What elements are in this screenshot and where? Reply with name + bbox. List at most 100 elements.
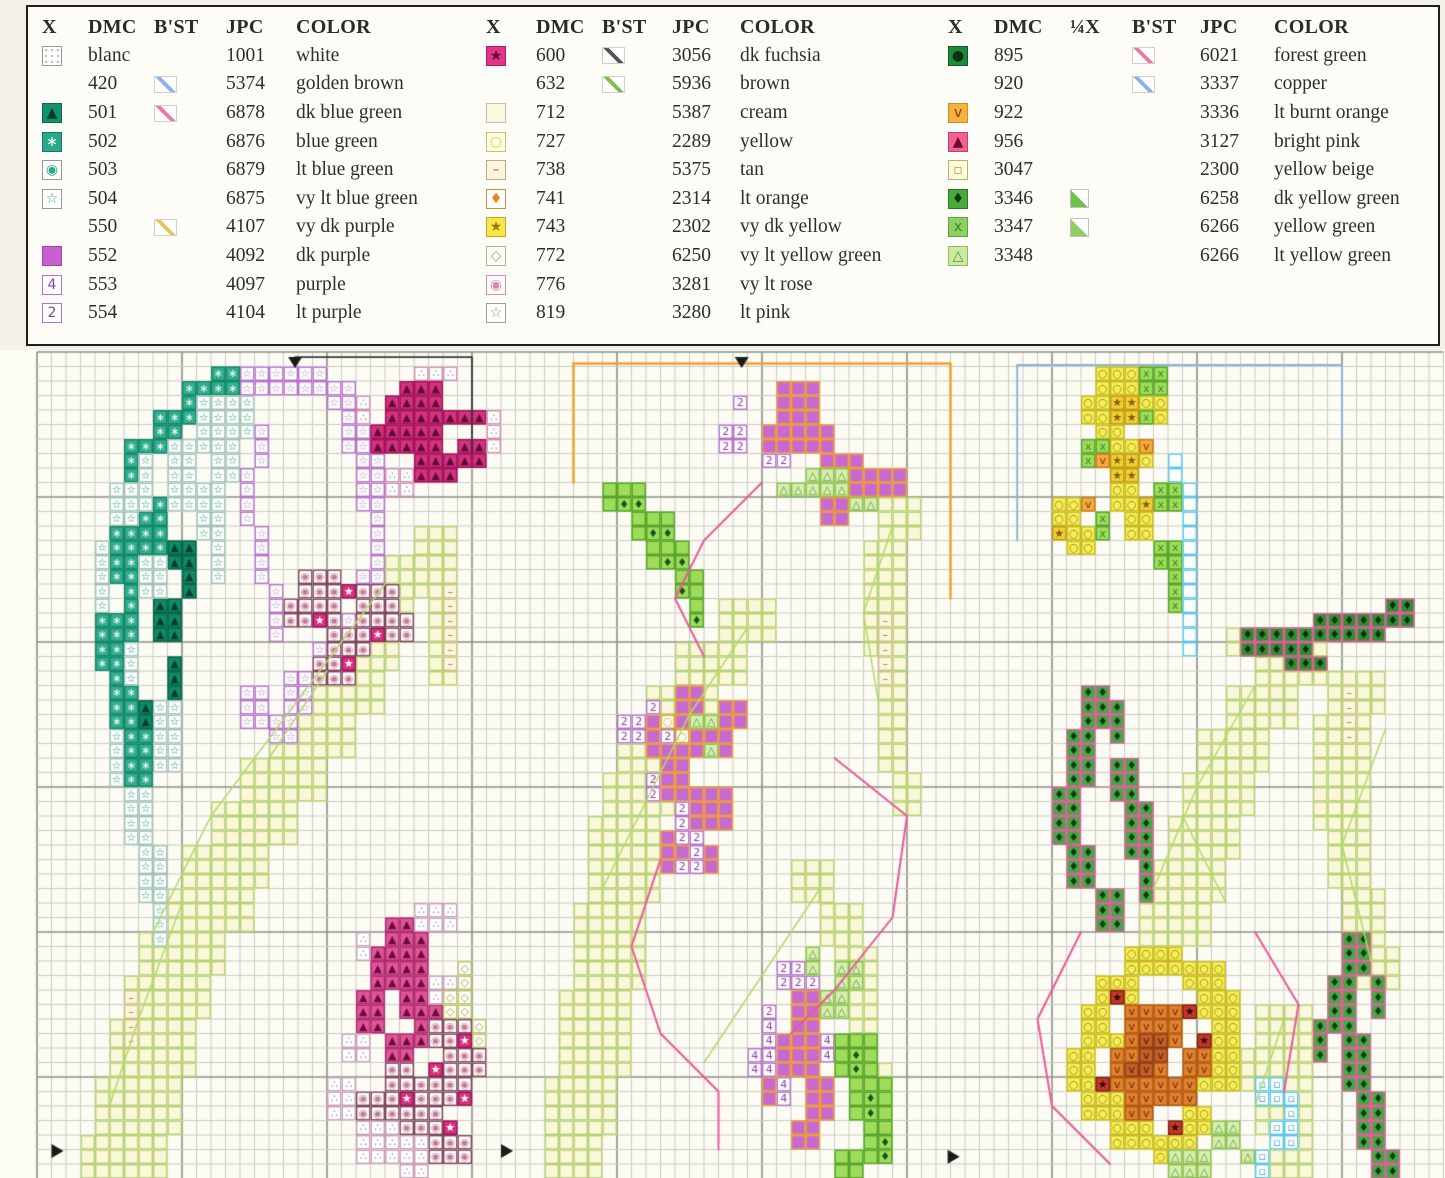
legend-dmc-number: 3047 — [994, 159, 1033, 181]
key-column-header: JPC — [1200, 15, 1238, 38]
key-column-header: JPC — [226, 15, 264, 38]
legend-color-name: purple — [296, 273, 346, 295]
key-column-header: B'ST — [602, 15, 647, 38]
legend-jpc-number: 4104 — [226, 302, 265, 324]
key-column-header: DMC — [536, 15, 585, 38]
legend-dmc-number: 712 — [536, 102, 566, 124]
key-group-3: X DMC ¼X B'ST JPC COLOR ● 895 6021 forest green 92… — [948, 13, 1436, 270]
legend-jpc-number: 3056 — [672, 44, 711, 66]
legend-color-name: lt pink — [740, 302, 791, 324]
legend-jpc-number: 5387 — [672, 102, 711, 124]
legend-jpc-number: 4097 — [226, 273, 265, 295]
legend-dmc-number: 727 — [536, 130, 566, 152]
stitch-symbol-swatch: ♦ — [486, 188, 506, 209]
stitch-symbol-swatch: ○ — [486, 131, 506, 152]
legend-dmc-number: 772 — [536, 245, 566, 267]
stitch-symbol-swatch: x — [948, 217, 968, 238]
legend-color-name: lt purple — [296, 302, 362, 324]
legend-dmc-number: 550 — [88, 216, 118, 238]
legend-jpc-number: 5936 — [672, 73, 711, 95]
stitch-symbol-swatch: ★ — [486, 45, 506, 66]
key-column-header: COLOR — [296, 15, 371, 38]
legend-color-name: vy dk purple — [296, 216, 395, 238]
stitch-symbol-swatch: ▲ — [948, 131, 968, 152]
legend-jpc-number: 6250 — [672, 245, 711, 267]
legend-jpc-number: 6021 — [1200, 44, 1239, 66]
stitch-symbol-swatch: ☆ — [486, 303, 506, 324]
legend-jpc-number: 4092 — [226, 245, 265, 267]
legend-color-name: yellow beige — [1274, 159, 1375, 181]
legend-color-name: vy lt blue green — [296, 187, 418, 209]
key-column-header: DMC — [88, 15, 137, 38]
legend-dmc-number: 501 — [88, 102, 118, 124]
stitch-symbol-swatch: ★ — [486, 217, 506, 238]
legend-color-name: bright pink — [1274, 130, 1361, 152]
legend-dmc-number: 743 — [536, 216, 566, 238]
quarter-stitch-swatch — [1070, 189, 1089, 209]
legend-color-name: golden brown — [296, 73, 404, 95]
stitch-symbol-swatch: ◉ — [486, 274, 506, 295]
key-column-header: ¼X — [1070, 15, 1101, 38]
stitch-symbol-swatch: ∗ — [42, 131, 62, 152]
legend-dmc-number: 600 — [536, 44, 566, 66]
legend-jpc-number: 6266 — [1200, 216, 1239, 238]
legend-dmc-number: blanc — [88, 44, 131, 66]
color-key: X DMC B'ST JPC COLOR blanc 1001 white 420 5374 gol… — [26, 5, 1440, 346]
key-column-header: COLOR — [740, 15, 815, 38]
legend-jpc-number: 2289 — [672, 130, 711, 152]
key-column-header: COLOR — [1274, 15, 1349, 38]
stitch-symbol-swatch: △ — [948, 246, 968, 267]
legend-dmc-number: 895 — [994, 44, 1024, 66]
legend-color-name: white — [296, 44, 340, 66]
stitch-symbol-swatch: ◇ — [486, 246, 506, 267]
legend-color-name: blue green — [296, 130, 378, 152]
key-column-header: X — [486, 15, 501, 38]
legend-jpc-number: 3281 — [672, 273, 711, 295]
backstitch-swatch — [1132, 75, 1155, 93]
legend-jpc-number: 5374 — [226, 73, 265, 95]
key-column-header: X — [948, 15, 963, 38]
legend-jpc-number: 2302 — [672, 216, 711, 238]
legend-color-name: dk blue green — [296, 102, 403, 124]
stitch-symbol-swatch: v — [948, 103, 968, 124]
legend-dmc-number: 819 — [536, 302, 566, 324]
legend-jpc-number: 3280 — [672, 302, 711, 324]
quarter-stitch-swatch — [1070, 217, 1089, 237]
legend-color-name: dk fuchsia — [740, 44, 821, 66]
legend-jpc-number: 3337 — [1200, 73, 1239, 95]
backstitch-swatch — [154, 104, 177, 122]
legend-jpc-number: 6876 — [226, 130, 265, 152]
legend-color-name: dk purple — [296, 245, 371, 267]
legend-jpc-number: 1001 — [226, 44, 265, 66]
backstitch-swatch — [154, 75, 177, 93]
legend-jpc-number: 6875 — [226, 187, 265, 209]
legend-dmc-number: 956 — [994, 130, 1024, 152]
key-group-1: X DMC B'ST JPC COLOR blanc 1001 white 420 5374 gol… — [42, 13, 476, 328]
legend-dmc-number: 504 — [88, 187, 118, 209]
legend-color-name: lt burnt orange — [1274, 102, 1389, 124]
stitch-symbol-swatch: – — [486, 160, 506, 181]
key-column-header: DMC — [994, 15, 1043, 38]
key-column-header: B'ST — [1132, 15, 1177, 38]
stitch-symbol-swatch — [42, 246, 62, 267]
legend-jpc-number: 6266 — [1200, 245, 1239, 267]
legend-dmc-number: 3346 — [994, 187, 1033, 209]
legend-dmc-number: 776 — [536, 273, 566, 295]
stitch-symbol-swatch: ☆ — [42, 188, 62, 209]
key-column-header: X — [42, 15, 57, 38]
legend-color-name: vy lt yellow green — [740, 245, 882, 267]
legend-dmc-number: 553 — [88, 273, 118, 295]
legend-color-name: lt orange — [740, 187, 809, 209]
legend-dmc-number: 741 — [536, 187, 566, 209]
key-group-2: X DMC B'ST JPC COLOR ★ 600 3056 dk fuchsia 632 593… — [486, 13, 938, 328]
legend-color-name: brown — [740, 73, 790, 95]
stitch-symbol-swatch: 4 — [42, 274, 62, 295]
stitch-symbol-swatch — [42, 45, 62, 66]
legend-jpc-number: 2314 — [672, 187, 711, 209]
legend-jpc-number: 4107 — [226, 216, 265, 238]
legend-color-name: dk yellow green — [1274, 187, 1400, 209]
legend-dmc-number: 554 — [88, 302, 118, 324]
backstitch-swatch — [602, 75, 625, 93]
legend-jpc-number: 5375 — [672, 159, 711, 181]
